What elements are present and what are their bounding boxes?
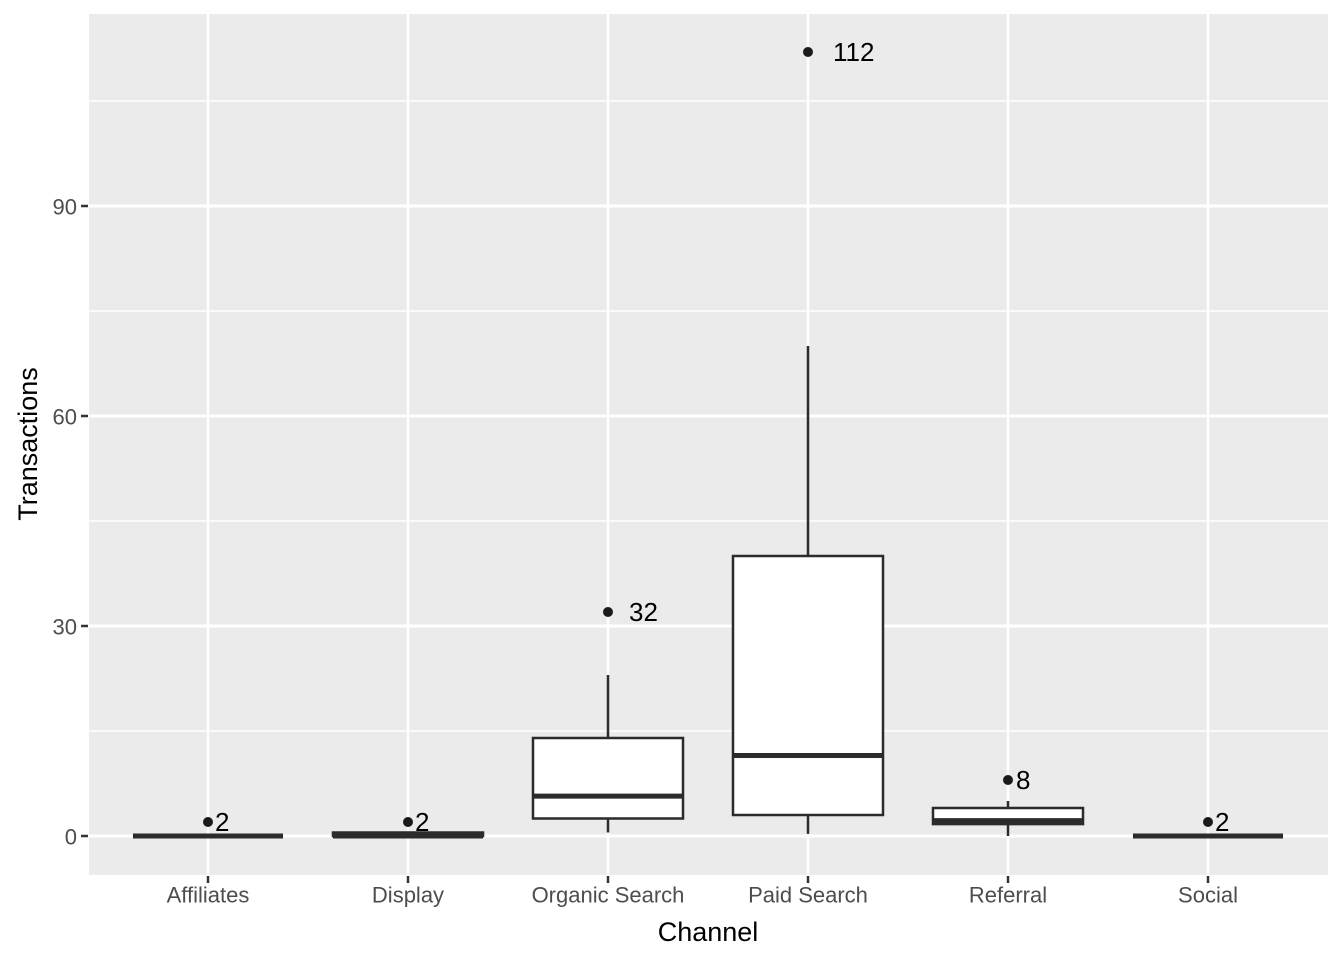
box-organic-search <box>531 736 685 820</box>
y-tick-label: 60 <box>53 405 77 430</box>
outlier-label-paid-search: 112 <box>833 37 874 67</box>
plot-panel-background <box>89 14 1328 875</box>
x-tick-label-display: Display <box>372 883 444 908</box>
outlier-label-social: 2 <box>1215 807 1229 837</box>
outlier-point-referral <box>1003 775 1013 785</box>
gridlines-group <box>89 14 1328 875</box>
x-tick-label-social: Social <box>1178 883 1238 908</box>
outlier-label-display: 2 <box>415 807 429 837</box>
outlier-label-referral: 8 <box>1016 765 1030 795</box>
outlier-point-social <box>1203 817 1213 827</box>
outlier-label-organic-search: 32 <box>629 597 658 627</box>
y-tick-label: 30 <box>53 615 77 640</box>
x-axis-title: Channel <box>658 917 759 947</box>
outlier-point-organic-search <box>603 607 613 617</box>
axes-group: 0 30 60 90 Affiliates Display Organic Search Pa… <box>53 195 1238 908</box>
x-tick-label-organic-search: Organic Search <box>532 883 685 908</box>
x-tick-label-referral: Referral <box>969 883 1047 908</box>
outlier-label-affiliates: 2 <box>215 807 229 837</box>
outlier-point-paid-search <box>803 47 813 57</box>
x-tick-label-affiliates: Affiliates <box>167 883 250 908</box>
y-tick-label: 0 <box>65 825 77 850</box>
x-tick-label-paid-search: Paid Search <box>748 883 868 908</box>
outlier-point-display <box>403 817 413 827</box>
y-tick-label: 90 <box>53 195 77 220</box>
box-paid-search <box>731 554 885 817</box>
y-axis-title: Transactions <box>13 367 43 521</box>
boxes-group: 2 2 32 112 8 2 <box>133 37 1283 839</box>
outlier-point-affiliates <box>203 817 213 827</box>
